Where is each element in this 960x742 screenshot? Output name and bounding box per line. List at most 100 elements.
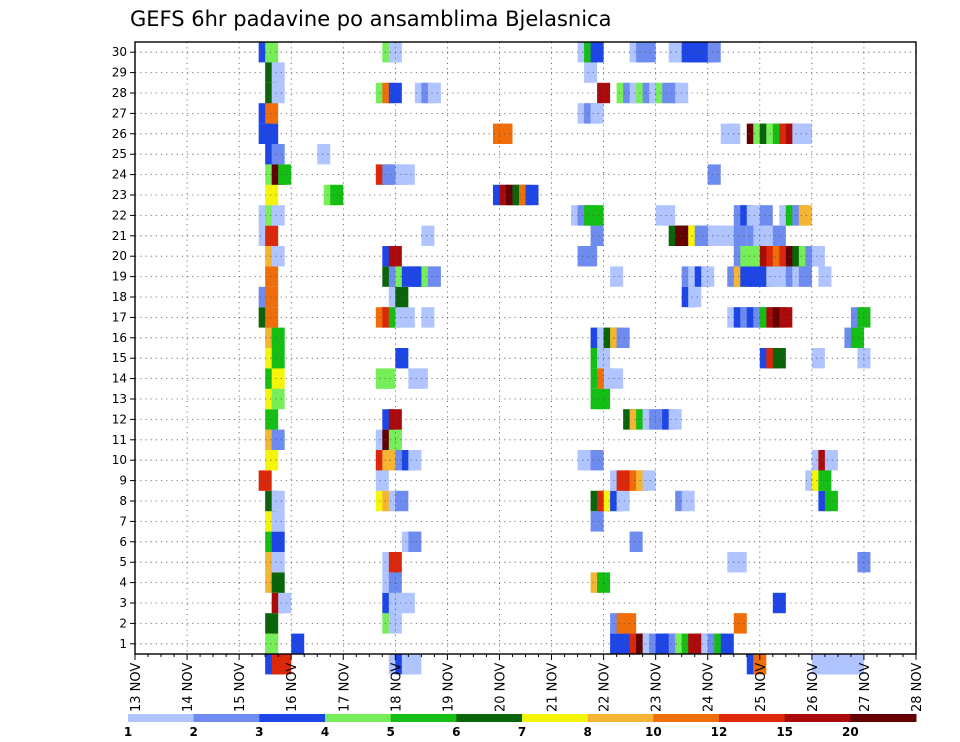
x-tick-label: 21 NOV — [546, 663, 561, 712]
x-tick-label: 25 NOV — [754, 663, 769, 712]
colorbar-label: 7 — [518, 725, 526, 739]
heatmap-cell — [772, 348, 786, 369]
heatmap-cell — [278, 654, 292, 675]
heatmap-cell — [265, 633, 279, 654]
heatmap-cell — [681, 490, 695, 512]
heatmap-cell — [772, 592, 786, 614]
heatmap-cell — [265, 450, 279, 471]
x-tick-label: 27 NOV — [858, 663, 873, 712]
colorbar-label: 8 — [583, 725, 591, 739]
y-tick-label: 24 — [112, 168, 127, 182]
heatmap-cell — [616, 327, 630, 348]
colorbar-label: 3 — [255, 725, 263, 739]
x-tick-label: 15 NOV — [233, 663, 248, 712]
heatmap-cell — [850, 654, 864, 675]
y-tick-label: 20 — [112, 249, 127, 263]
heatmap-cell — [278, 164, 292, 185]
colorbar-swatch — [522, 714, 589, 722]
x-tick-label: 26 NOV — [806, 663, 821, 712]
heatmap-cell — [759, 205, 773, 226]
colorbar-label: 4 — [321, 725, 329, 739]
heatmap-cell — [271, 490, 285, 512]
heatmap-cell — [408, 654, 422, 675]
heatmap-cell — [330, 184, 344, 206]
y-tick-label: 5 — [119, 555, 127, 569]
heatmap-cell — [818, 470, 832, 491]
heatmap-cell — [688, 286, 702, 308]
colorbar-swatch — [325, 714, 392, 722]
x-tick-label: 24 NOV — [702, 663, 717, 712]
heatmap-cell — [271, 246, 285, 267]
heatmap-cell — [427, 82, 441, 104]
heatmap-cell — [395, 286, 409, 308]
heatmap-cell — [271, 429, 285, 450]
heatmap-cell — [401, 164, 415, 185]
y-tick-label: 9 — [119, 474, 127, 488]
y-tick-label: 23 — [112, 188, 127, 202]
heatmap-cell — [421, 225, 435, 246]
heatmap-cell — [265, 409, 279, 430]
heatmap-cell — [733, 613, 747, 634]
heatmap-cell — [271, 62, 285, 83]
heatmap-cell — [271, 205, 285, 226]
colorbar-swatch — [259, 714, 326, 722]
colorbar-swatch — [784, 714, 851, 722]
heatmap-cell — [610, 266, 624, 287]
heatmap-cell — [590, 103, 604, 124]
heatmap-cell — [265, 613, 279, 634]
y-axis: 1234567891011121314151617181920212223242… — [112, 45, 135, 651]
heatmap-cell — [525, 184, 539, 206]
heatmap-cell — [798, 266, 812, 287]
heatmap-cell — [707, 164, 721, 185]
heatmap-cell — [265, 103, 279, 124]
y-tick-label: 18 — [112, 290, 127, 304]
heatmap-cell — [271, 388, 285, 410]
heatmap-cell — [590, 450, 604, 471]
y-tick-label: 6 — [119, 535, 127, 549]
y-tick-label: 8 — [119, 494, 127, 508]
colorbar-swatch — [719, 714, 786, 722]
x-tick-label: 19 NOV — [441, 663, 456, 712]
y-tick-label: 15 — [112, 351, 127, 365]
x-tick-label: 16 NOV — [285, 663, 300, 712]
heatmap-cell — [271, 144, 285, 165]
colorbar: 1 2 3 4 5 6 7 8 10 12 15 20 — [124, 714, 917, 739]
colorbar-label: 12 — [711, 725, 728, 739]
heatmap-cell — [401, 592, 415, 614]
heatmap-cell — [590, 42, 604, 63]
heatmap-cell — [707, 42, 721, 63]
y-tick-label: 21 — [112, 229, 127, 243]
heatmap-cells — [258, 42, 871, 675]
heatmap-cell — [662, 205, 676, 226]
colorbar-swatch — [653, 714, 720, 722]
heatmap-cell — [584, 246, 598, 267]
heatmap-cell — [590, 225, 604, 246]
colorbar-label: 6 — [452, 725, 460, 739]
heatmap-cell — [291, 633, 305, 654]
heatmap-cell — [584, 62, 598, 83]
heatmap-cell — [746, 246, 760, 267]
y-tick-label: 27 — [112, 106, 127, 120]
heatmap-cell — [746, 205, 760, 226]
heatmap-cell — [818, 266, 832, 287]
heatmap-cell — [278, 592, 292, 614]
heatmap-cell — [850, 327, 864, 348]
heatmap-cell — [317, 144, 331, 165]
colorbar-swatch — [390, 714, 457, 722]
heatmap-cell — [811, 348, 825, 369]
heatmap-cell — [798, 205, 812, 226]
heatmap-cell — [499, 123, 513, 144]
y-tick-label: 30 — [112, 45, 127, 59]
colorbar-label: 5 — [386, 725, 394, 739]
heatmap-cell — [590, 511, 604, 532]
y-tick-label: 16 — [112, 331, 127, 345]
x-tick-label: 13 NOV — [129, 663, 144, 712]
y-tick-label: 25 — [112, 147, 127, 161]
heatmap-cell — [265, 42, 279, 63]
heatmap-cell — [668, 409, 682, 430]
heatmap-cell — [421, 307, 435, 328]
y-tick-label: 3 — [119, 596, 127, 610]
heatmap-cell — [395, 490, 409, 512]
y-tick-label: 22 — [112, 208, 127, 222]
heatmap-cell — [375, 470, 389, 491]
